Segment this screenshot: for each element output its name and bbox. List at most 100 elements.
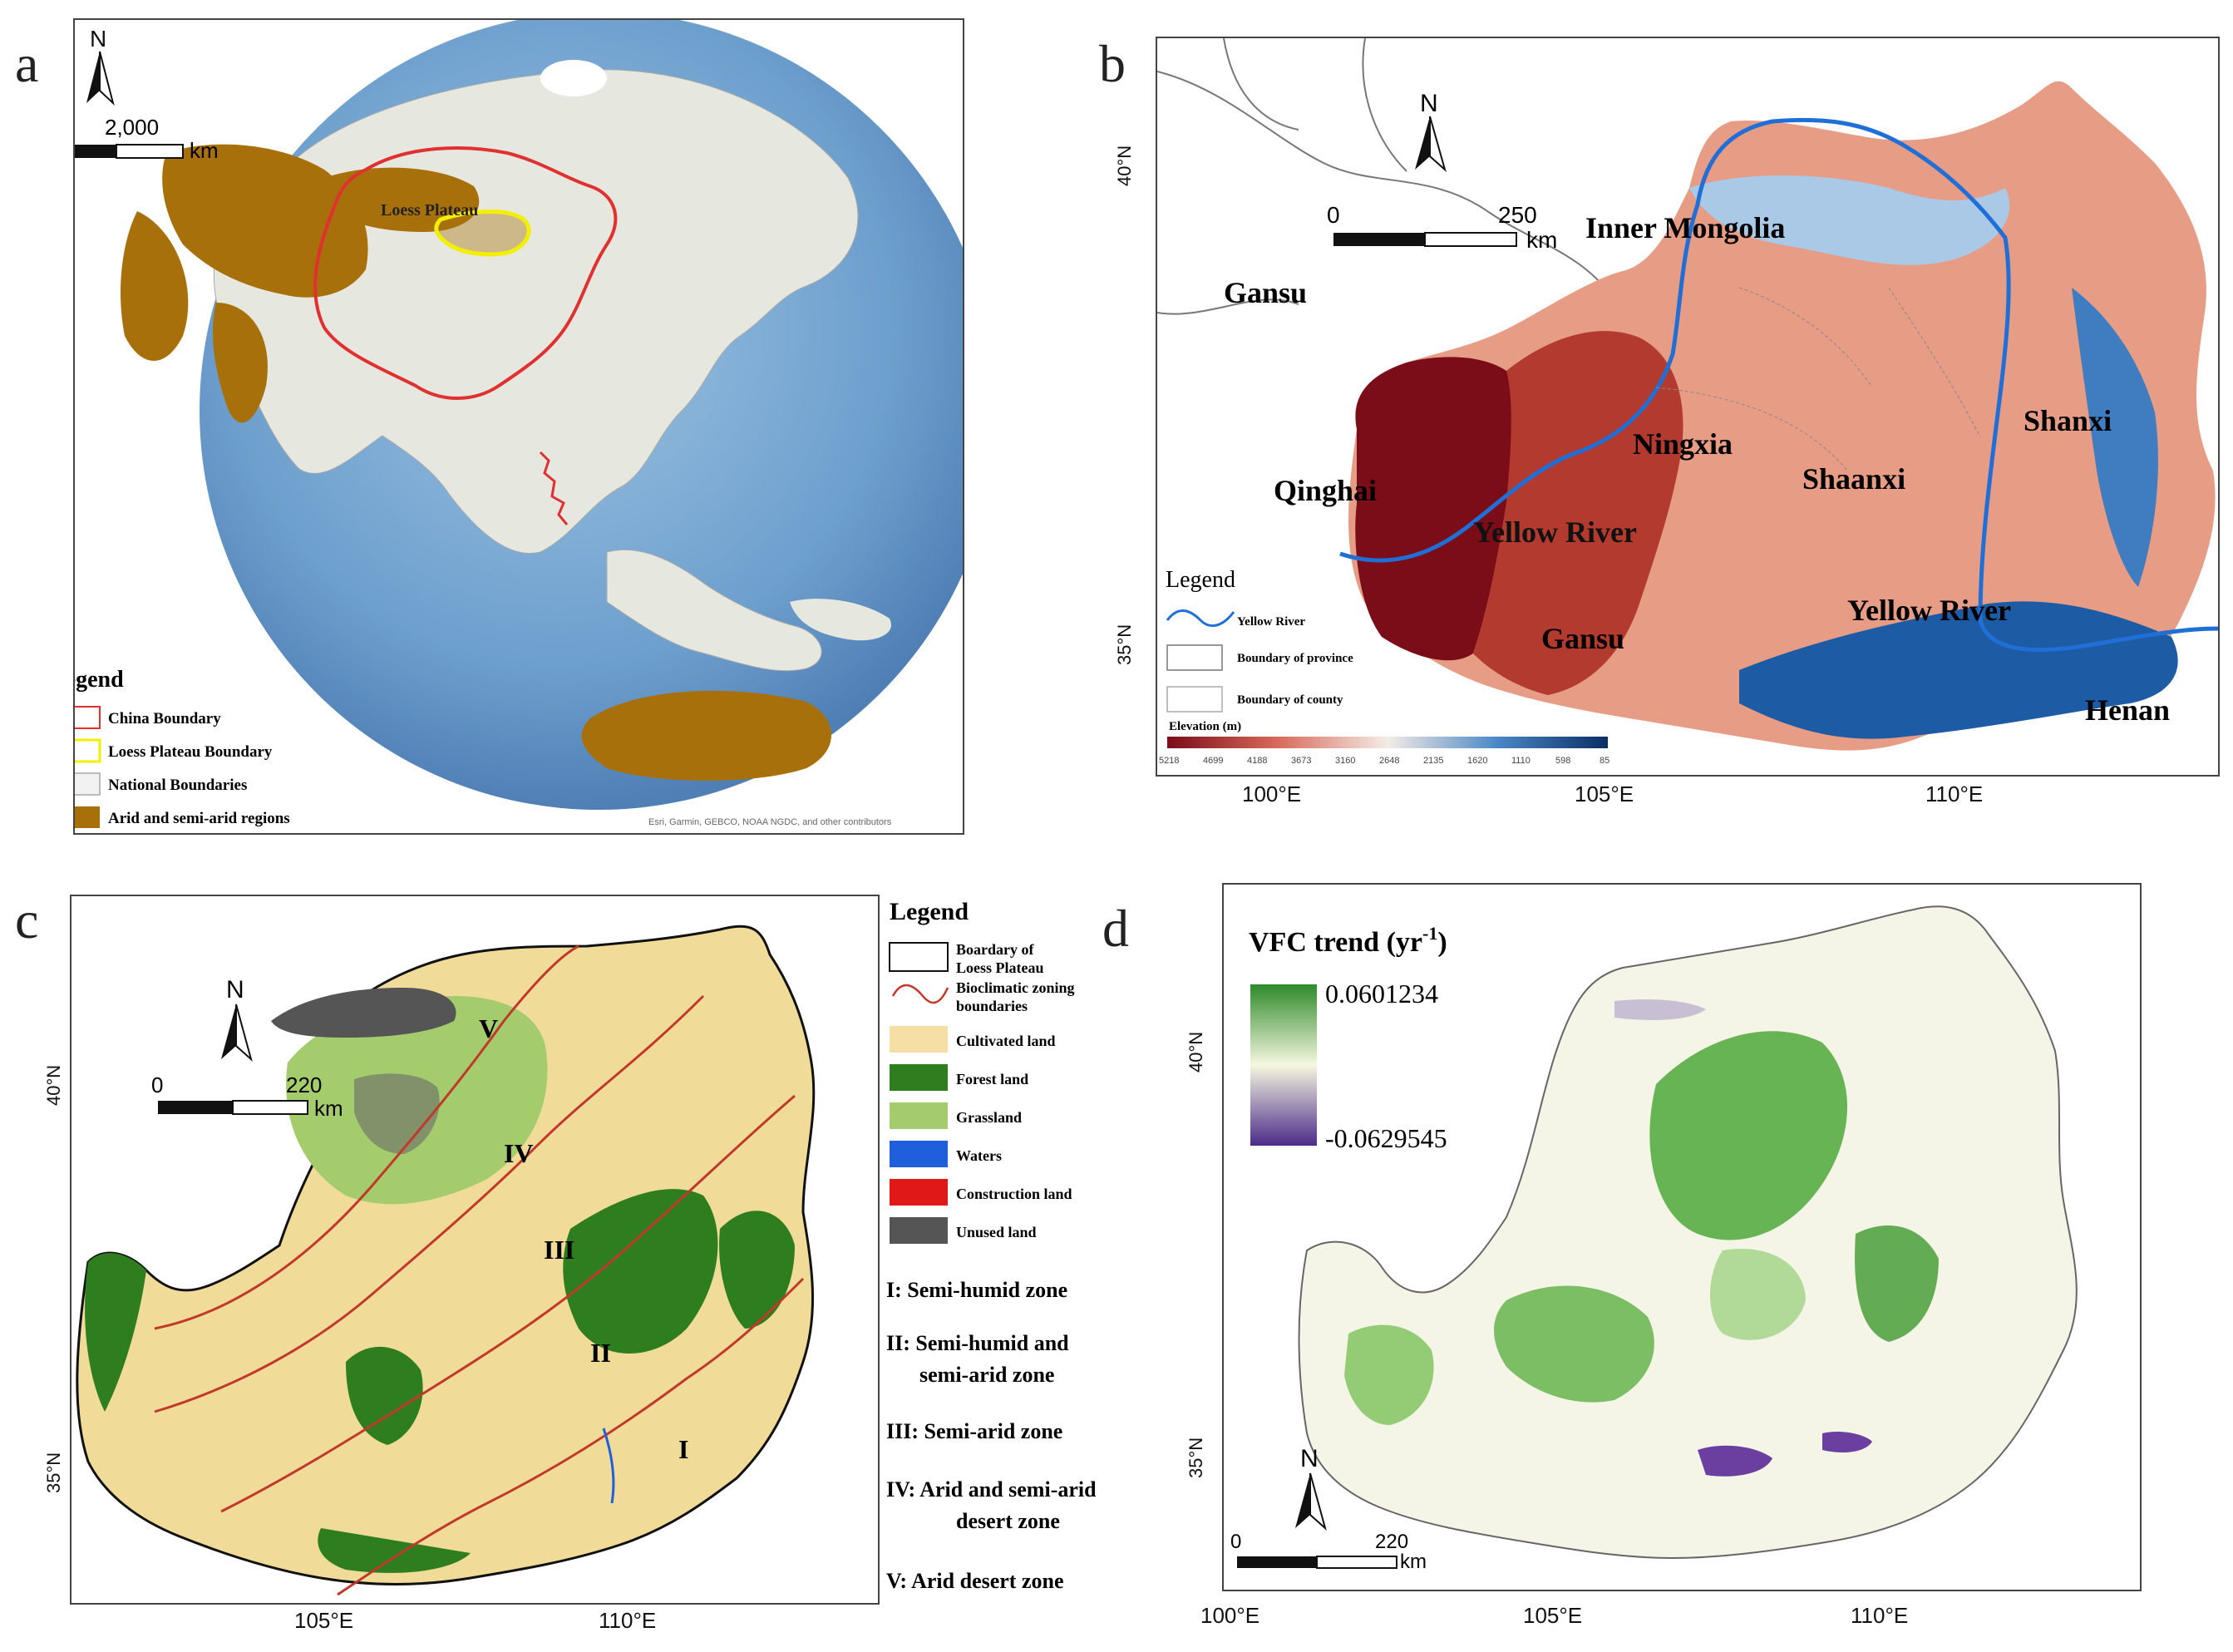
place-inner-mongolia: Inner Mongolia: [1585, 211, 1785, 244]
vfc-purple-3: [1614, 999, 1706, 1020]
legend-item-province: Boundary of province: [1237, 652, 1353, 665]
elevation-tick-label: 3160: [1335, 756, 1355, 766]
scale-bar-a: 0 2,000 km: [75, 115, 219, 163]
legend-c-cultivated: Cultivated land: [956, 1033, 1056, 1049]
scs-islands: [539, 451, 569, 525]
zone-desc-iv-b: desert zone: [956, 1509, 1060, 1533]
zone-i: I: [678, 1434, 688, 1464]
north-arrow-a: N: [86, 26, 115, 106]
attribution-a: Esri, Garmin, GEBCO, NOAA NGDC, and othe…: [648, 817, 892, 827]
scale-unit-a: km: [190, 138, 219, 163]
b-lon-100: 100°E: [1242, 782, 1302, 806]
scale-zero-c: 0: [151, 1073, 163, 1097]
d-lon-100: 100°E: [1200, 1603, 1260, 1628]
scale-bar-d: 0 220 km: [1230, 1531, 1427, 1573]
legend-c-forest: Forest land: [956, 1071, 1028, 1087]
elevation-tick-label: 4188: [1247, 756, 1267, 766]
arid-australia: [581, 690, 831, 781]
scale-max-d: 220: [1375, 1531, 1408, 1553]
north-arrow-c: N: [221, 976, 253, 1062]
c-lon-105: 105°E: [294, 1608, 354, 1633]
vfc-max: 0.0601234: [1325, 979, 1438, 1008]
arid-middle-east: [121, 211, 189, 361]
region-label-loess: Loess Plateau: [381, 201, 478, 219]
forest-c-1: [563, 1189, 718, 1354]
c-lat-40: 40°N: [43, 1064, 64, 1106]
north-label-a: N: [90, 26, 106, 52]
panel-c-map: V IV III II I N 0 220 km: [70, 895, 880, 1605]
zone-desc-ii-b: semi-arid zone: [919, 1363, 1054, 1387]
legend-item-loess: Loess Plateau Boundary: [108, 743, 273, 761]
elevation-tick-label: 2135: [1423, 756, 1443, 766]
d-lon-105: 105°E: [1523, 1603, 1583, 1628]
forest-c-4: [85, 1253, 146, 1412]
legend-title-b: Legend: [1166, 567, 1235, 593]
legend-c-zoning-2: boundaries: [956, 998, 1028, 1014]
scale-zero-b: 0: [1327, 202, 1340, 228]
place-shaanxi: Shaanxi: [1802, 462, 1905, 496]
vfc-purple-2: [1822, 1432, 1872, 1452]
elevation-tick-label: 598: [1555, 756, 1570, 766]
zone-iv: IV: [504, 1138, 534, 1168]
elevation-tick-label: 1620: [1467, 756, 1487, 766]
place-yellow-river-east: Yellow River: [1847, 594, 2011, 627]
legend-elevation-title: Elevation (m): [1169, 720, 1241, 733]
panel-b-map: N 0 250 km Inner Mongolia Gansu Ningxia …: [1156, 37, 2220, 777]
legend-item-arid: Arid and semi-arid regions: [108, 810, 290, 827]
elevation-tick-label: 5218: [1159, 756, 1179, 766]
scale-bar-c: 0 220 km: [151, 1073, 343, 1121]
place-yellow-river-west: Yellow River: [1473, 515, 1637, 549]
scale-max-a: 2,000: [105, 115, 159, 140]
b-lon-110: 110°E: [1925, 782, 1984, 806]
vfc-green-5: [1710, 1249, 1806, 1340]
arctic-ice: [540, 60, 607, 96]
scale-bar-b: 0 250 km: [1327, 202, 1557, 253]
zone-desc-i: I: Semi-humid zone: [886, 1278, 1067, 1302]
elevation-north-light: [1689, 175, 2010, 265]
vfc-green-2: [1494, 1285, 1654, 1403]
place-henan: Henan: [2085, 693, 2170, 727]
d-lat-40: 40°N: [1186, 1031, 1206, 1073]
legend-c-construction: Construction land: [956, 1186, 1072, 1202]
land-sea-islands: [606, 549, 822, 672]
vfc-min: -0.0629545: [1325, 1123, 1447, 1153]
zone-desc-ii-a: II: Semi-humid and: [886, 1331, 1069, 1355]
plateau-shape-d: [1298, 905, 2078, 1560]
legend-title-c: Legend: [890, 898, 969, 925]
vfc-colorbar: [1250, 984, 1317, 1146]
vfc-legend-title: VFC trend (yr-1): [1249, 923, 1447, 958]
legend-b: Legend Yellow River Boundary of province…: [1159, 567, 1609, 766]
vfc-green-4: [1855, 1225, 1939, 1342]
loess-plateau-boundary: [434, 210, 531, 257]
scale-max-b: 250: [1498, 202, 1537, 228]
d-lon-110: 110°E: [1851, 1603, 1909, 1628]
scale-unit-d: km: [1400, 1551, 1427, 1573]
c-lat-35: 35°N: [43, 1452, 64, 1493]
legend-c-zoning-1: Bioclimatic zoning: [956, 979, 1075, 996]
zone-ii: II: [590, 1338, 611, 1368]
zone-desc-v: V: Arid desert zone: [886, 1569, 1064, 1593]
legend-a: Legend China Boundary Loess Plateau Boun…: [75, 667, 290, 828]
north-arrow-d: N: [1295, 1445, 1327, 1531]
elevation-tick-label: 2648: [1379, 756, 1399, 766]
zone-boundary-2: [154, 994, 705, 1413]
b-lat-35: 35°N: [1114, 624, 1135, 665]
panel-d-map: VFC trend (yr-1) 0.0601234 -0.0629545 N …: [1222, 883, 2142, 1591]
elevation-tick-label: 3673: [1291, 756, 1311, 766]
place-qinghai: Qinghai: [1274, 474, 1377, 507]
legend-item-china: China Boundary: [108, 710, 221, 727]
china-boundary: [313, 146, 618, 400]
elevation-tick-label: 1110: [1511, 756, 1531, 766]
arid-india: [212, 303, 268, 423]
b-lat-40: 40°N: [1114, 145, 1135, 186]
place-gansu-south: Gansu: [1541, 622, 1624, 655]
elevation-tick-label: 85: [1600, 756, 1609, 766]
unused-land-c2: [354, 1073, 440, 1154]
arid-mongolia: [324, 167, 480, 232]
b-lon-105: 105°E: [1575, 782, 1634, 806]
legend-c-grassland: Grassland: [956, 1109, 1022, 1126]
panel-letter-a: a: [15, 34, 39, 93]
zone-boundary-3: [220, 1094, 796, 1513]
panel-letter-b: b: [1099, 34, 1126, 93]
vfc-purple-1: [1698, 1445, 1772, 1477]
